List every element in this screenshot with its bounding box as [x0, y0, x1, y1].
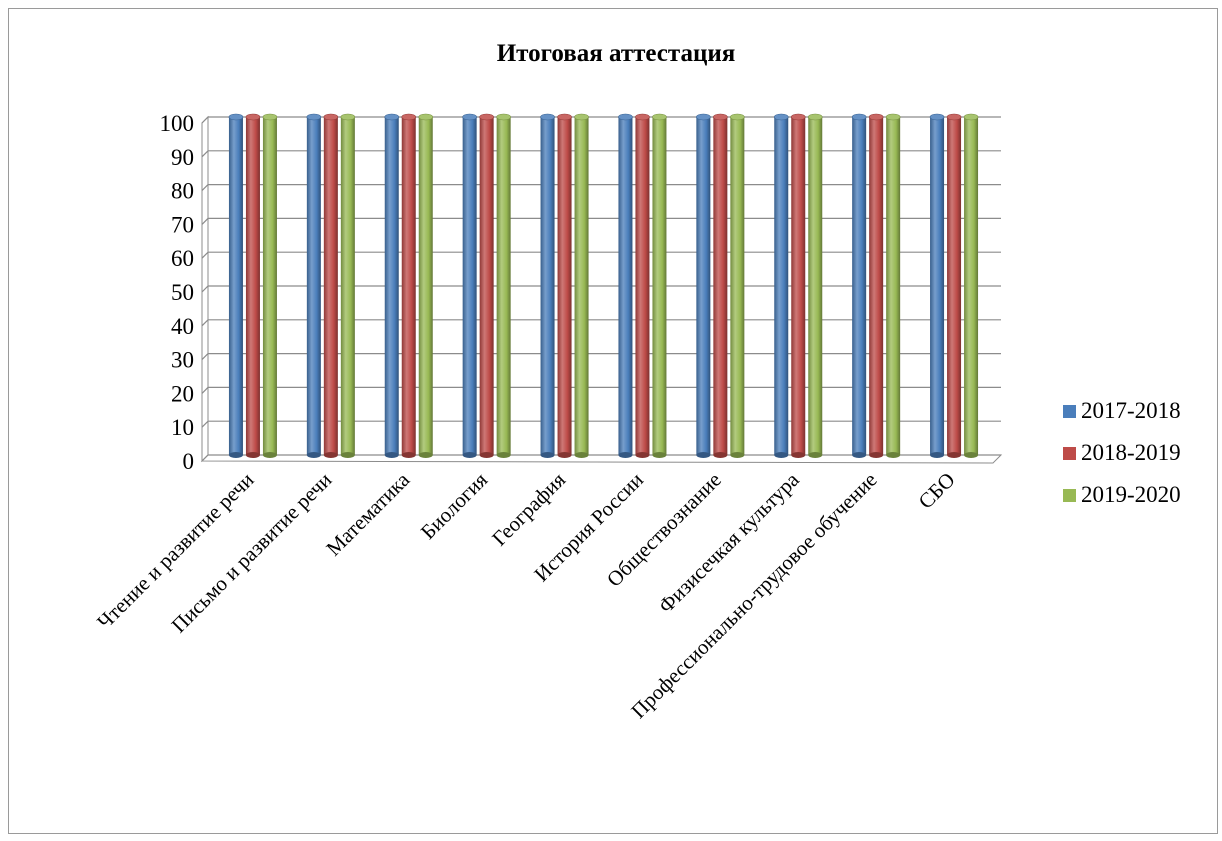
legend-label: 2018-2019: [1081, 440, 1181, 465]
bar: [618, 113, 633, 458]
bar: [851, 113, 867, 458]
bar: [462, 113, 477, 458]
legend-label: 2019-2020: [1081, 482, 1181, 507]
bar: [773, 113, 789, 458]
y-tick-label: 20: [171, 381, 194, 406]
y-tick-label: 90: [171, 145, 194, 170]
y-axis-ticks: 0 10 20 30 40 50 60 70 80 90 100: [160, 111, 195, 474]
chart-title: Итоговая аттестация: [497, 40, 736, 67]
bar: [807, 113, 823, 458]
bar: [479, 113, 494, 458]
y-tick-label: 50: [171, 280, 194, 305]
bar: [868, 113, 884, 458]
bar: [730, 113, 745, 458]
y-tick-label: 0: [183, 449, 195, 474]
bar: [713, 113, 728, 458]
bar: [885, 113, 901, 458]
bar: [929, 113, 945, 458]
x-tick-label: Математика: [321, 467, 414, 560]
x-tick-label: География: [487, 467, 570, 550]
bar: [574, 113, 589, 458]
bar: [557, 113, 572, 458]
x-tick-label: Биология: [416, 467, 493, 544]
x-tick-label: СБО: [914, 468, 960, 514]
legend-label: 2017-2018: [1081, 398, 1181, 423]
y-tick-label: 100: [160, 111, 195, 136]
bar: [418, 113, 434, 458]
y-tick-label: 80: [171, 179, 194, 204]
bars: [228, 113, 979, 458]
y-tick-label: 40: [171, 314, 194, 339]
legend-swatch: [1063, 405, 1076, 418]
bar: [790, 113, 806, 458]
bar: [306, 113, 322, 458]
bar: [635, 113, 650, 458]
bar: [401, 113, 417, 458]
legend: 2017-2018 2018-2019 2019-2020: [1063, 398, 1181, 507]
y-tick-label: 70: [171, 212, 194, 237]
legend-swatch: [1063, 447, 1076, 460]
bar: [384, 113, 400, 458]
bar: [652, 113, 667, 458]
bar: [323, 113, 339, 458]
bar: [496, 113, 511, 458]
bar: [228, 113, 244, 458]
x-tick-label: Физисечкая культура: [654, 467, 805, 618]
bar: [963, 113, 979, 458]
legend-swatch: [1063, 489, 1076, 502]
bar: [946, 113, 962, 458]
x-tick-label: Чтение и развитие речи: [92, 468, 258, 634]
bar: [245, 113, 261, 458]
y-tick-label: 10: [171, 415, 194, 440]
bar: [340, 113, 356, 458]
bar: [696, 113, 711, 458]
x-tick-label: Письмо и развитие речи: [167, 468, 337, 638]
y-tick-label: 30: [171, 348, 194, 373]
bar: [262, 113, 278, 458]
bar: [540, 113, 555, 458]
y-tick-label: 60: [171, 246, 194, 271]
